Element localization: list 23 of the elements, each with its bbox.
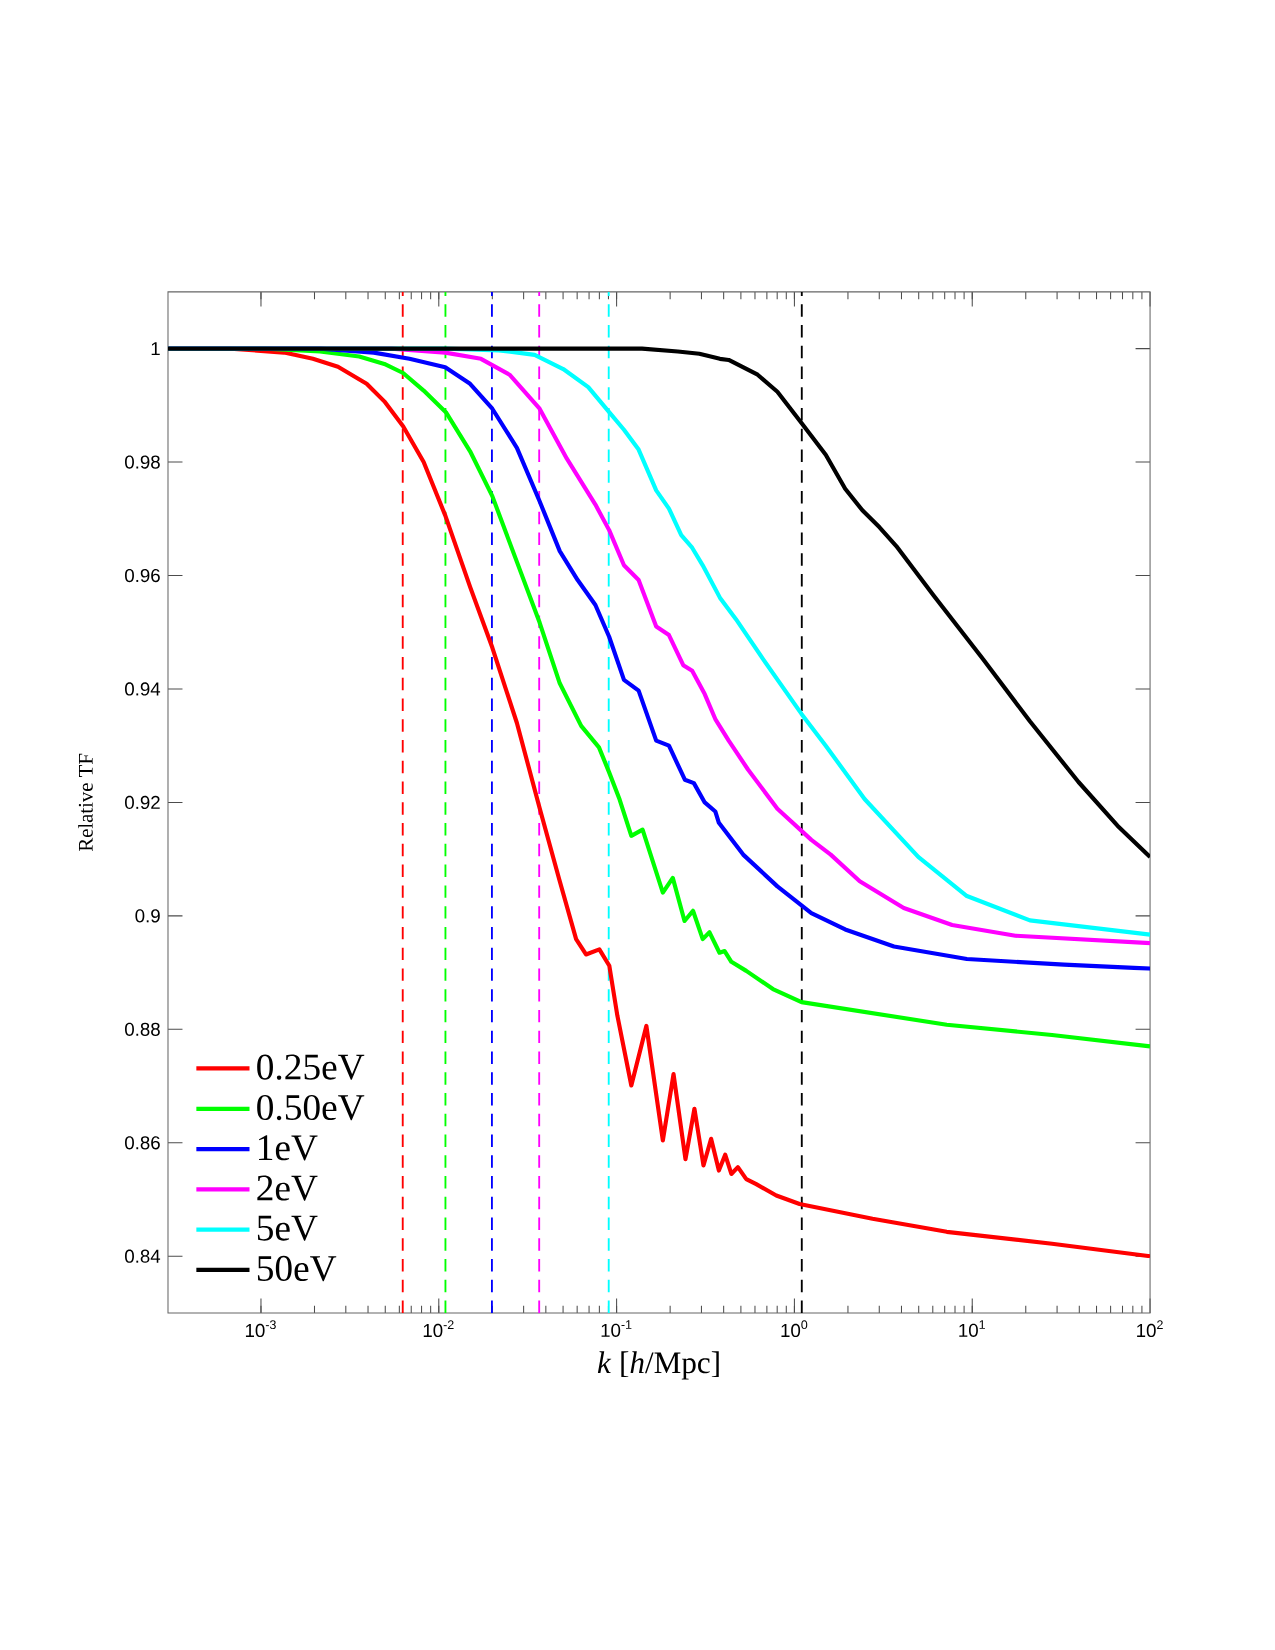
y-tick-label: 0.84 xyxy=(125,1249,161,1263)
legend-label: 1eV xyxy=(259,1135,318,1161)
x-tick-label: 10$^{-3}$ xyxy=(245,1320,276,1338)
legend-label: 0.25eV xyxy=(257,1054,365,1080)
y-tick-label: 1 xyxy=(151,342,160,356)
legend-label: 5eV xyxy=(257,1215,318,1241)
y-axis-title: Relative TF xyxy=(78,753,93,852)
y-tick-label: 0.88 xyxy=(125,1022,160,1036)
y-tick-label: 0.9 xyxy=(135,909,160,923)
y-tick-label: 0.94 xyxy=(125,682,161,696)
legend-label: 2eV xyxy=(257,1175,318,1201)
x-tick-label: 10$^{1}$ xyxy=(959,1320,985,1337)
y-tick-label: 0.96 xyxy=(125,568,160,583)
x-tick-label: 10$^{-2}$ xyxy=(423,1320,454,1338)
y-tick-label: 0.86 xyxy=(125,1136,160,1150)
legend-label: 0.50eV xyxy=(257,1094,365,1121)
y-tick-label: 0.92 xyxy=(125,795,160,810)
x-tick-label: 10$^{-1}$ xyxy=(601,1320,632,1337)
x-tick-label: 10$^{2}$ xyxy=(1137,1320,1163,1338)
x-axis-title: k [h/Mpc] xyxy=(597,1351,719,1380)
x-tick-label: 10$^{0}$ xyxy=(781,1320,808,1338)
y-tick-label: 0.98 xyxy=(125,455,160,469)
legend-label: 50eV xyxy=(257,1255,337,1282)
